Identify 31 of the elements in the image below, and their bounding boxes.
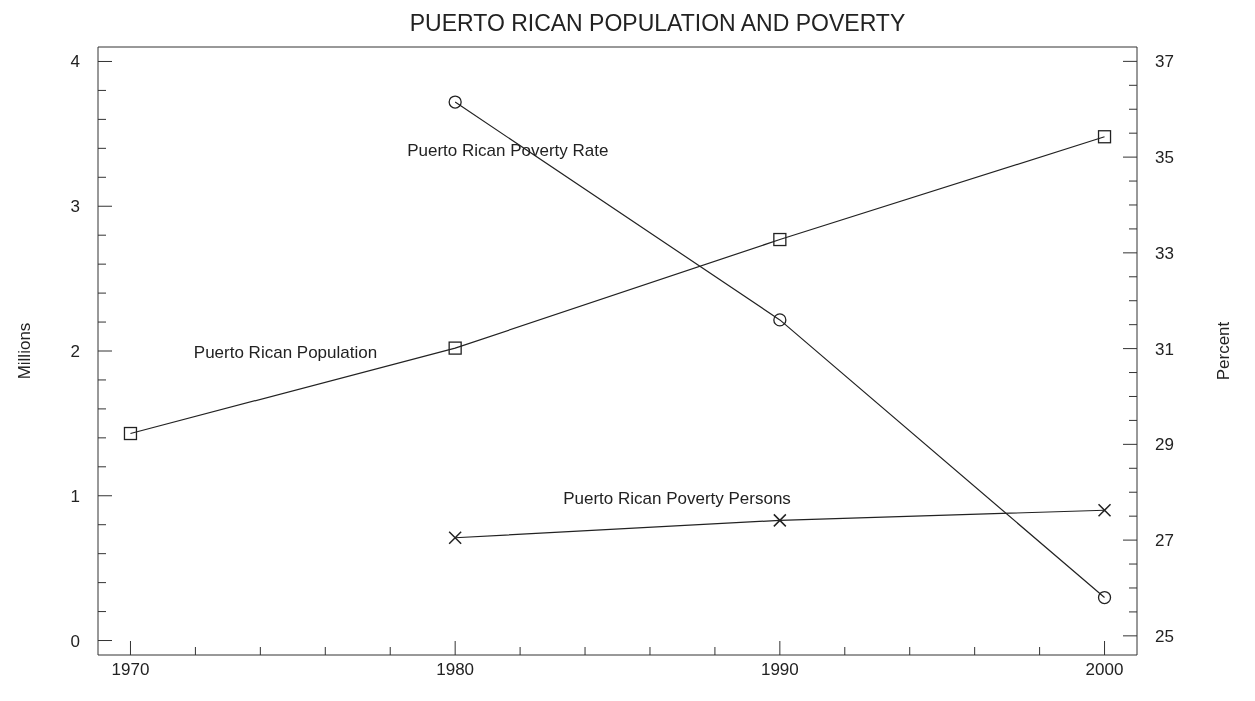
point [773,232,787,247]
y2-tick-label: 35 [1155,148,1174,168]
point [448,95,462,109]
y-tick-label: 3 [70,197,80,217]
y2-axis-title: Percent [1214,321,1234,381]
series-label: Puerto Rican Poverty Persons [563,488,791,508]
point [773,313,787,327]
y2-tick-label: 25 [1155,626,1174,646]
y-tick-label: 2 [70,342,80,361]
point [448,341,462,355]
x-tick-label: 1980 [436,660,475,679]
series-label: Puerto Rican Population [193,343,378,363]
y-axis-title: Millions [15,322,35,380]
x-tick-label: 1990 [760,660,799,679]
x-tick-label: 2000 [1085,660,1124,679]
y2-tick-label: 33 [1155,243,1174,263]
y-tick-label: 0 [70,631,80,651]
point [448,530,462,545]
y-tick-label: 4 [70,52,80,72]
point [1097,590,1112,605]
y2-tick-label: 31 [1155,339,1174,359]
point [773,513,787,528]
point [1097,503,1112,517]
y2-tick-label: 37 [1155,52,1174,72]
y2-tick-label: 27 [1155,531,1174,551]
chart-title: PUERTO RICAN POPULATION AND POVERTY [408,10,907,37]
x-tick-label: 1970 [111,660,150,679]
y2-tick-label: 29 [1155,435,1174,455]
y-tick-label: 1 [70,486,80,506]
point [1097,130,1112,144]
point [123,426,138,441]
